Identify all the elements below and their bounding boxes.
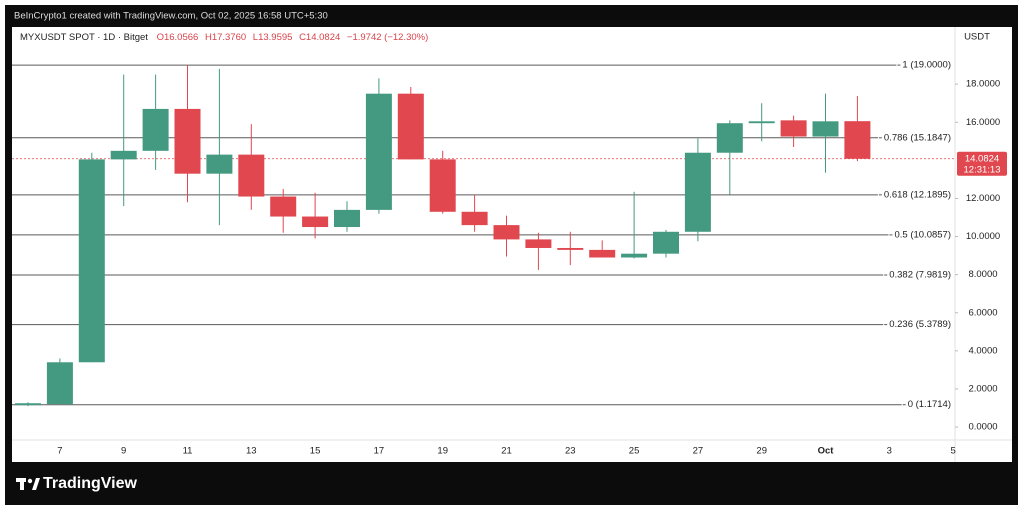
candle-body xyxy=(844,121,871,159)
candle-body xyxy=(684,152,711,232)
candle-body xyxy=(748,121,775,124)
y-tick-label: 18.0000 xyxy=(966,79,1000,90)
x-tick-label: 15 xyxy=(310,446,321,457)
x-tick-label: 21 xyxy=(501,446,512,457)
x-tick-label: 11 xyxy=(183,446,193,457)
candle-body xyxy=(621,253,648,258)
x-tick-label: Oct xyxy=(818,446,835,457)
y-tick-label: 0.0000 xyxy=(968,422,997,433)
change: −1.9742 (−12.30%) xyxy=(347,32,428,43)
y-tick-label: 2.0000 xyxy=(968,383,997,394)
candle-body xyxy=(812,121,839,137)
level-label: 0 (1.1714) xyxy=(908,399,951,410)
y-tick-label: 12.0000 xyxy=(966,193,1000,204)
x-tick-label: 27 xyxy=(693,446,704,457)
level-label: 0.382 (7.9819) xyxy=(889,270,951,281)
x-tick-label: 19 xyxy=(437,446,448,457)
symbol: MYXUSDT SPOT · 1D · Bitget xyxy=(20,32,148,43)
logo-part xyxy=(32,478,40,490)
price-box xyxy=(957,151,1007,176)
candle-body xyxy=(46,362,73,405)
candle-body xyxy=(174,108,201,174)
candle-body xyxy=(525,239,552,248)
level-label: 0.236 (5.3789) xyxy=(889,319,951,330)
x-tick-label: 23 xyxy=(565,446,576,457)
level-label: 0.5 (10.0857) xyxy=(894,229,951,240)
countdown: 12:31:13 xyxy=(964,164,1001,175)
price-label: 14.0824 xyxy=(965,153,999,164)
y-tick-label: 16.0000 xyxy=(966,117,1000,128)
x-tick-label: 17 xyxy=(374,446,385,457)
candle-body xyxy=(589,249,616,258)
ohlc: O16.0566 xyxy=(157,32,199,43)
candle-body xyxy=(142,108,169,151)
ohlc: L13.9595 xyxy=(253,32,293,43)
candle-body xyxy=(302,216,329,228)
y-tick-label: 4.0000 xyxy=(968,345,997,356)
candle-body xyxy=(429,159,456,212)
candle-body xyxy=(365,93,392,210)
candle-body xyxy=(334,209,360,228)
x-tick-label: 5 xyxy=(950,446,955,457)
logo xyxy=(16,478,40,490)
candle-body xyxy=(78,159,105,363)
x-tick-label: 3 xyxy=(887,446,892,457)
y-tick-label: 10.0000 xyxy=(966,231,1000,242)
candle-body xyxy=(461,211,488,226)
logo-part xyxy=(27,478,33,484)
candle-body xyxy=(110,150,137,160)
candle-body xyxy=(716,123,743,153)
candle-body xyxy=(493,225,520,240)
candle-body xyxy=(238,154,265,197)
y-tick-label: 6.0000 xyxy=(968,307,997,318)
candle-body xyxy=(15,403,41,406)
header: BeInCrypto1 created with TradingView.com… xyxy=(14,11,328,22)
candle-body xyxy=(270,196,297,217)
brand: TradingView xyxy=(43,475,138,492)
ohlc: H17.3760 xyxy=(205,32,246,43)
ohlc: C14.0824 xyxy=(299,32,340,43)
candle-body xyxy=(206,154,233,174)
y-tick-label: 8.0000 xyxy=(968,269,997,280)
level-label: 1 (19.0000) xyxy=(902,60,951,71)
y-axis-label: USDT xyxy=(964,32,990,43)
x-tick-label: 25 xyxy=(629,446,640,457)
candle-body xyxy=(653,231,679,254)
candle-body xyxy=(780,120,807,137)
candle-body xyxy=(397,93,424,160)
x-tick-label: 29 xyxy=(756,446,767,457)
x-tick-label: 9 xyxy=(121,446,126,457)
chart-panel xyxy=(12,27,1012,462)
x-tick-label: 13 xyxy=(246,446,257,457)
logo-part xyxy=(20,478,24,490)
candle-body xyxy=(557,247,584,250)
level-label: 0.618 (12.1895) xyxy=(884,189,951,200)
level-label: 0.786 (15.1847) xyxy=(884,132,951,143)
legend: MYXUSDT SPOT · 1D · Bitget O16.0566 H17.… xyxy=(20,32,428,43)
x-tick-label: 7 xyxy=(57,446,62,457)
